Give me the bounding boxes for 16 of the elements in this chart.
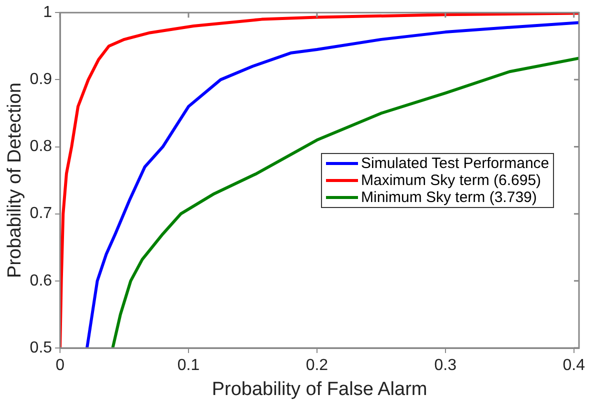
y-tick-label: 1: [43, 4, 52, 22]
y-axis-title: Probability of Detection: [4, 82, 26, 278]
y-tick-label: 0.5: [30, 339, 52, 356]
y-tick-label: 0.6: [30, 272, 52, 290]
x-tick-label: 0.4: [562, 357, 586, 374]
x-tick-label: 0: [56, 357, 65, 374]
legend-label: Minimum Sky term (3.739): [361, 188, 537, 206]
x-tick-label: 0.2: [306, 357, 328, 374]
x-axis-title: Probability of False Alarm: [212, 378, 428, 400]
y-tick-label: 0.8: [30, 138, 52, 156]
x-tick-label: 0.1: [177, 357, 200, 374]
legend-label: Maximum Sky term (6.695): [361, 172, 542, 189]
y-tick-label: 0.9: [30, 71, 52, 88]
x-tick-label: 0.3: [434, 357, 457, 374]
legend-label: Simulated Test Performance: [361, 154, 550, 172]
y-tick-label: 0.7: [30, 205, 52, 222]
